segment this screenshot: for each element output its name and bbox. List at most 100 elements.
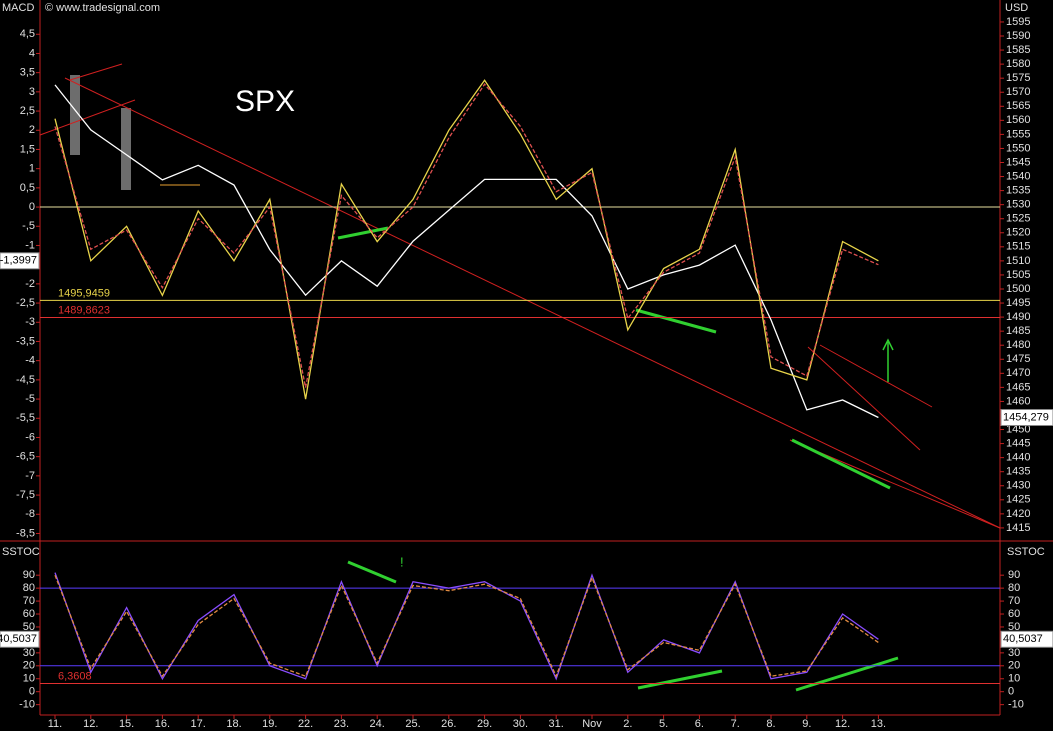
y-tick-label: -8,5 bbox=[16, 527, 35, 539]
y2-tick-label: 1450 bbox=[1006, 423, 1030, 435]
y-tick-label: 50 bbox=[23, 621, 35, 633]
y2-tick-label: 1590 bbox=[1006, 30, 1030, 42]
y-tick-label: -10 bbox=[1008, 699, 1024, 711]
y-tick-label: -3,5 bbox=[16, 335, 35, 347]
y-tick-label: 3,5 bbox=[20, 67, 35, 79]
y-tick-label: -5 bbox=[25, 393, 35, 405]
value-box bbox=[1000, 409, 1053, 427]
series-line bbox=[54, 84, 879, 419]
x-tick-label: 24. bbox=[370, 718, 385, 730]
y2-tick-label: 1470 bbox=[1006, 367, 1030, 379]
y-axis-label: MACD bbox=[2, 2, 34, 14]
x-tick-label: 30. bbox=[513, 718, 528, 730]
trend-line bbox=[807, 346, 921, 451]
y2-tick-label: 1495 bbox=[1006, 297, 1030, 309]
series-line bbox=[54, 83, 879, 388]
y-tick-label: 0 bbox=[29, 201, 35, 213]
y2-tick-label: 1515 bbox=[1006, 241, 1030, 253]
y2-tick-label: 1560 bbox=[1006, 114, 1030, 126]
y-tick-label: -7,5 bbox=[16, 489, 35, 501]
x-tick-label: 29. bbox=[477, 718, 492, 730]
y-tick-label: 20 bbox=[1008, 660, 1020, 672]
y-tick-label: -6,5 bbox=[16, 451, 35, 463]
chart-title: SPX bbox=[235, 85, 295, 118]
divergence-line bbox=[635, 308, 717, 334]
x-tick-label: Nov bbox=[582, 718, 602, 730]
y-tick-label: -4 bbox=[25, 355, 35, 367]
divergence-line bbox=[337, 226, 389, 240]
x-tick-label: 15. bbox=[119, 718, 134, 730]
y-tick-label: 70 bbox=[1008, 595, 1020, 607]
y-tick-label: 60 bbox=[23, 608, 35, 620]
y2-tick-label: 1500 bbox=[1006, 283, 1030, 295]
y-tick-label: 1 bbox=[29, 163, 35, 175]
x-tick-label: 31. bbox=[549, 718, 564, 730]
y2-tick-label: 1580 bbox=[1006, 58, 1030, 70]
y-tick-label: 70 bbox=[23, 595, 35, 607]
y-tick-label: 90 bbox=[1008, 569, 1020, 581]
y-tick-label: -8 bbox=[25, 508, 35, 520]
y-tick-label: -,5 bbox=[22, 220, 35, 232]
y2-tick-label: 1465 bbox=[1006, 381, 1030, 393]
y-tick-label: -5,5 bbox=[16, 412, 35, 424]
x-tick-label: 18. bbox=[226, 718, 241, 730]
y2-tick-label: 1415 bbox=[1006, 522, 1030, 534]
level-label: 6,3608 bbox=[58, 670, 92, 682]
y-tick-label: 0 bbox=[1008, 686, 1014, 698]
y-axis-label: SSTOC bbox=[2, 546, 40, 558]
y2-tick-label: 1460 bbox=[1006, 395, 1030, 407]
y-tick-label: -2 bbox=[25, 278, 35, 290]
value-label: 40,5037 bbox=[1003, 633, 1043, 645]
y2-tick-label: 1475 bbox=[1006, 353, 1030, 365]
y-tick-label: 1,5 bbox=[20, 143, 35, 155]
y-tick-label: 10 bbox=[23, 673, 35, 685]
y2-tick-label: 1530 bbox=[1006, 199, 1030, 211]
y2-tick-label: 1480 bbox=[1006, 339, 1030, 351]
y-tick-label: 3 bbox=[29, 86, 35, 98]
y-tick-label: -10 bbox=[19, 699, 35, 711]
divergence-line bbox=[347, 560, 397, 584]
x-tick-label: 26. bbox=[441, 718, 456, 730]
y-tick-label: 0 bbox=[29, 686, 35, 698]
trend-line bbox=[39, 99, 136, 136]
y-tick-label: 2,5 bbox=[20, 105, 35, 117]
value-box bbox=[0, 630, 40, 648]
y-tick-label: 2 bbox=[29, 124, 35, 136]
x-tick-label: 12. bbox=[83, 718, 98, 730]
value-label: 40,5037 bbox=[0, 633, 37, 645]
value-label: 1454,279 bbox=[1003, 411, 1049, 423]
y-tick-label: 20 bbox=[23, 660, 35, 672]
level-label: 1495,9459 bbox=[58, 287, 110, 299]
y2-tick-label: 1490 bbox=[1006, 311, 1030, 323]
divergence-line bbox=[637, 669, 723, 690]
trend-line bbox=[69, 63, 123, 81]
y-tick-label: -2,5 bbox=[16, 297, 35, 309]
y-tick-label: 90 bbox=[23, 569, 35, 581]
series-line bbox=[54, 572, 879, 681]
y2-tick-label: 1555 bbox=[1006, 128, 1030, 140]
y-tick-label: 10 bbox=[1008, 673, 1020, 685]
series-line bbox=[54, 574, 879, 678]
y2-tick-label: 1440 bbox=[1006, 452, 1030, 464]
y-tick-label: -1 bbox=[25, 239, 35, 251]
annotations bbox=[39, 63, 1001, 692]
y-tick-label: 30 bbox=[23, 647, 35, 659]
y2-tick-label: 1535 bbox=[1006, 185, 1030, 197]
y2-tick-label: 1585 bbox=[1006, 44, 1030, 56]
y2-tick-label: 1545 bbox=[1006, 156, 1030, 168]
frame bbox=[0, 0, 1053, 716]
x-tick-label: 23. bbox=[334, 718, 349, 730]
trend-line bbox=[64, 77, 1001, 529]
annotation: ! bbox=[400, 554, 404, 569]
x-tick-label: 25. bbox=[405, 718, 420, 730]
value-box bbox=[0, 252, 40, 270]
y-tick-label: -3 bbox=[25, 316, 35, 328]
watermark: © www.tradesignal.com bbox=[45, 2, 160, 14]
y-tick-label: 0,5 bbox=[20, 182, 35, 194]
x-tick-label: 12. bbox=[835, 718, 850, 730]
x-tick-label: 7. bbox=[731, 718, 740, 730]
x-tick-label: 22. bbox=[298, 718, 313, 730]
y2-tick-label: 1595 bbox=[1006, 16, 1030, 28]
y2-axis-label: USD bbox=[1005, 2, 1028, 14]
y-tick-label: 80 bbox=[23, 582, 35, 594]
